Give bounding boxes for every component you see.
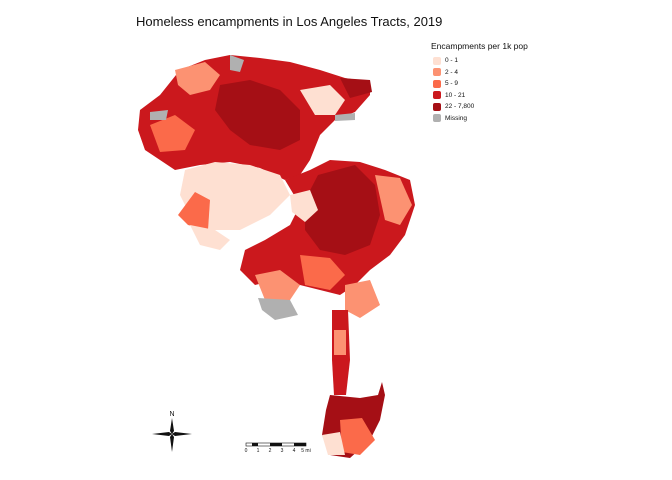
legend-label: Missing: [445, 114, 468, 122]
legend-swatch: [433, 114, 441, 123]
map-legend: Encampments per 1k pop 0 - 1 2 - 4 5 - 9…: [431, 41, 528, 124]
legend-item: 5 - 9: [431, 78, 528, 90]
tract-region: [190, 225, 230, 250]
tract-region: [335, 113, 355, 121]
legend-swatch: [433, 102, 441, 111]
legend-label: 10 - 21: [445, 91, 466, 99]
tract-region: [215, 80, 300, 150]
tract-region: [258, 298, 298, 320]
legend-item: 2 - 4: [431, 67, 528, 79]
tract-region: [340, 418, 375, 455]
tract-region: [322, 432, 345, 455]
tract-region: [150, 110, 168, 120]
tract-region: [375, 175, 412, 225]
tract-region: [178, 192, 210, 230]
legend-title: Encampments per 1k pop: [431, 41, 528, 51]
tracts: [138, 55, 415, 458]
tract-region: [300, 255, 345, 290]
map-title: Homeless encampments in Los Angeles Trac…: [136, 14, 443, 29]
legend-item: 22 - 7,800: [431, 101, 528, 113]
tract-region: [300, 85, 345, 115]
tract-region: [305, 165, 380, 255]
tract-region: [255, 270, 300, 300]
tract-region: [150, 115, 195, 152]
legend-label: 0 - 1: [445, 57, 459, 65]
legend-swatch: [433, 79, 441, 88]
tract-region: [175, 62, 220, 95]
legend-label: 2 - 4: [445, 68, 459, 76]
tract-region: [334, 330, 346, 355]
legend-label: 22 - 7,800: [445, 103, 475, 111]
tract-region: [340, 78, 372, 98]
legend-swatch: [433, 56, 441, 65]
tract-region: [230, 55, 244, 72]
tract-region: [345, 280, 380, 318]
legend-item: 0 - 1: [431, 55, 528, 67]
legend-swatch: [433, 91, 441, 100]
legend-label: 5 - 9: [445, 80, 459, 88]
legend-item: 10 - 21: [431, 90, 528, 102]
legend-swatch: [433, 68, 441, 77]
tract-region: [290, 190, 318, 222]
legend-item: Missing: [431, 113, 528, 125]
